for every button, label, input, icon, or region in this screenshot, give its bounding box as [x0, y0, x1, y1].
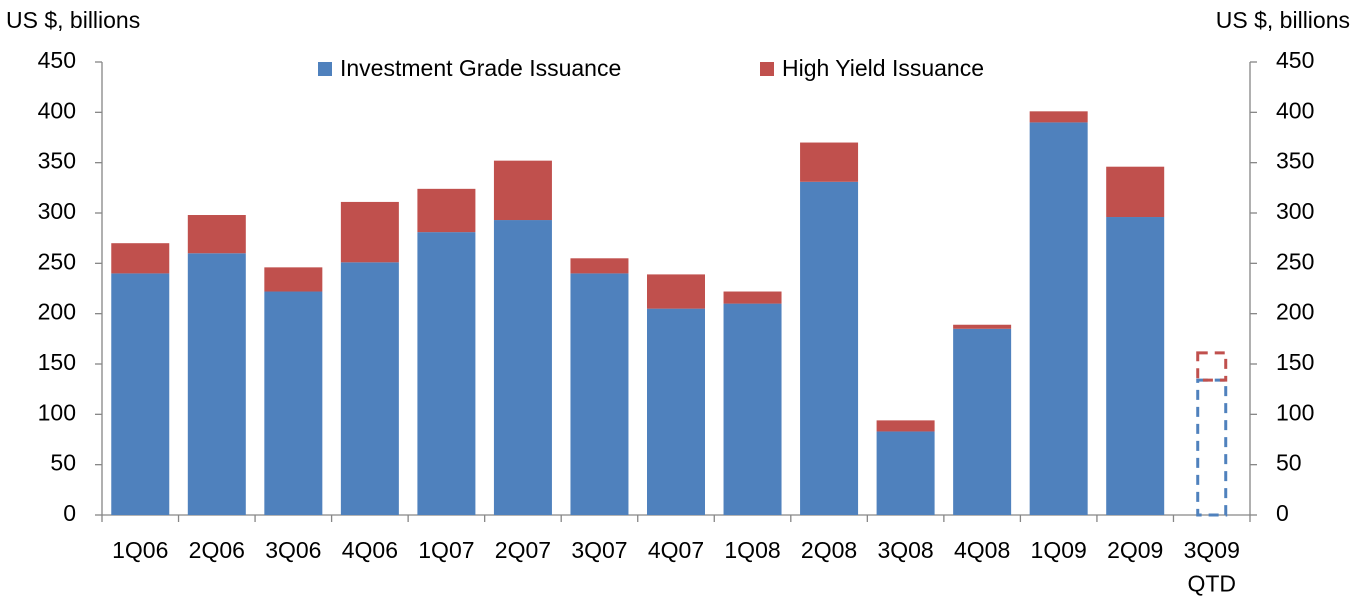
- x-tick-label: 2Q06: [189, 537, 245, 563]
- x-tick-label: 4Q08: [954, 537, 1010, 563]
- x-tick-label: 1Q06: [112, 537, 168, 563]
- bar-segment: [264, 291, 323, 515]
- bar-segment: [1106, 217, 1165, 515]
- bar-segment: [800, 181, 859, 515]
- y-tick-label: 200: [38, 299, 76, 325]
- bar-segment: [493, 220, 552, 515]
- x-tick-label: 3Q06: [265, 537, 321, 563]
- bar-segment: [340, 201, 399, 263]
- y-tick-label: 150: [38, 349, 76, 375]
- x-tick-label: 3Q07: [571, 537, 627, 563]
- y2-axis-title: US $, billions: [1216, 7, 1350, 33]
- bar-segment: [647, 274, 705, 309]
- x-tick-label: 4Q06: [342, 537, 398, 563]
- bar-segment: [647, 308, 705, 515]
- bar-segment: [953, 324, 1012, 329]
- bar-segment: [493, 160, 552, 221]
- bar-segment: [723, 303, 782, 515]
- x-tick-label: 1Q09: [1031, 537, 1087, 563]
- y2-tick-label: 50: [1276, 450, 1302, 476]
- y-tick-label: 350: [38, 148, 76, 174]
- y2-tick-label: 300: [1276, 198, 1314, 224]
- y2-tick-label: 400: [1276, 97, 1314, 123]
- x-tick-label: 4Q07: [648, 537, 704, 563]
- y-axis-title: US $, billions: [6, 7, 140, 33]
- x-tick-label: 2Q09: [1107, 537, 1163, 563]
- x-tick-label: 2Q08: [801, 537, 857, 563]
- y-tick-label: 300: [38, 198, 76, 224]
- y-tick-label: 250: [38, 248, 76, 274]
- bar-segment: [723, 291, 782, 304]
- legend-label: Investment Grade Issuance: [340, 55, 621, 81]
- bar-segment: [1106, 166, 1165, 218]
- legend-label: High Yield Issuance: [782, 55, 984, 81]
- y-tick-label: 50: [50, 450, 76, 476]
- bar-segment: [417, 188, 476, 233]
- y2-tick-label: 450: [1276, 47, 1314, 73]
- legend-swatch: [760, 62, 774, 76]
- bar-segment: [876, 431, 935, 515]
- y2-tick-label: 150: [1276, 349, 1314, 375]
- bar-segment: [1029, 111, 1088, 123]
- y-tick-label: 400: [38, 97, 76, 123]
- x-tick-label: 1Q08: [724, 537, 780, 563]
- x-tick-label: 1Q07: [418, 537, 474, 563]
- legend-swatch: [318, 62, 332, 76]
- bar-segment: [1196, 378, 1228, 517]
- y-tick-label: 100: [38, 399, 76, 425]
- y2-tick-label: 350: [1276, 148, 1314, 174]
- y-tick-label: 450: [38, 47, 76, 73]
- bar-segment: [800, 142, 859, 182]
- y2-tick-label: 200: [1276, 299, 1314, 325]
- y2-tick-label: 100: [1276, 399, 1314, 425]
- bar-segment: [876, 420, 935, 432]
- bar-segment: [570, 273, 629, 515]
- bar-segment: [953, 328, 1012, 515]
- y2-tick-label: 250: [1276, 248, 1314, 274]
- x-tick-label: 2Q07: [495, 537, 551, 563]
- x-tick-label: 3Q08: [877, 537, 933, 563]
- y2-tick-label: 0: [1276, 500, 1289, 526]
- bar-segment: [417, 232, 476, 516]
- bar-segment: [264, 267, 323, 292]
- bar-segment: [111, 273, 170, 515]
- bar-segment: [111, 243, 170, 274]
- bar-segment: [1196, 351, 1228, 382]
- x-tick-label: 3Q09 QTD: [1184, 537, 1240, 596]
- bar-segment: [340, 262, 399, 515]
- y-tick-label: 0: [63, 500, 76, 526]
- bar-segment: [570, 258, 629, 274]
- bar-segment: [187, 253, 246, 515]
- bar-segment: [1029, 122, 1088, 516]
- bar-segment: [187, 215, 246, 254]
